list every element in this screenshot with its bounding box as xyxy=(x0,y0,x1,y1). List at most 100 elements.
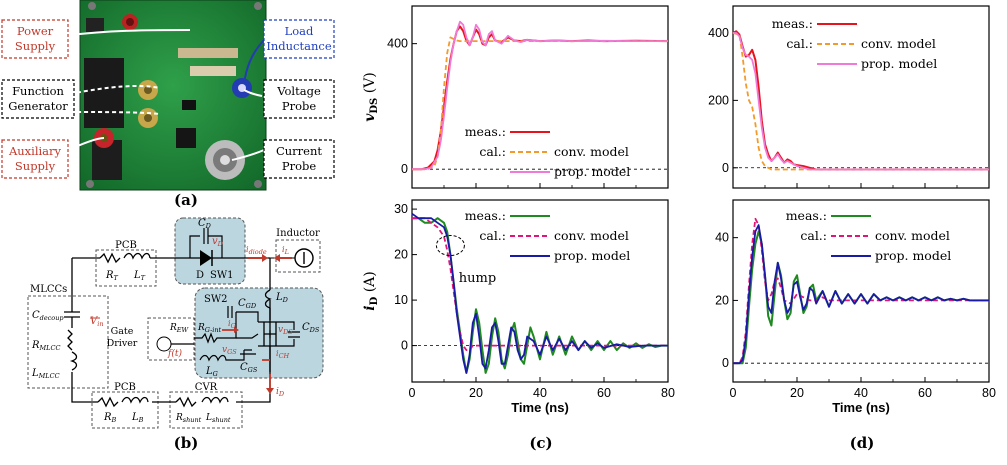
r-ew-label: REW xyxy=(169,323,190,334)
power-connector xyxy=(86,18,104,32)
i-g-label: iG xyxy=(228,319,236,330)
id-turnon-legend-tag: conv. model xyxy=(875,228,950,243)
r-g-int-label: RG-int xyxy=(197,323,222,334)
c-decoup-label: Cdecoup xyxy=(32,310,64,322)
r-t-label: RT xyxy=(105,270,119,282)
r-b-label: RB xyxy=(103,412,117,424)
hump-label: hump xyxy=(459,271,496,286)
id-turnon-series-prop xyxy=(733,224,989,365)
id-turnon-legend-label: meas.: xyxy=(786,208,827,223)
id-turnoff-xlabel: Time (ns) xyxy=(511,400,569,415)
id-turnoff-series-prop xyxy=(411,212,668,374)
current-probe-box xyxy=(263,139,335,179)
id-turnoff-legend-tag: conv. model xyxy=(554,228,629,243)
load-inductance-label-line: Load xyxy=(285,24,314,38)
v-ds-label: vDS xyxy=(278,325,293,336)
vds-turnon-legend-tag: prop. model xyxy=(861,56,937,71)
sw1-region xyxy=(174,217,246,285)
vds-turnon-legend-label: cal.: xyxy=(786,36,813,51)
black-component xyxy=(84,58,124,128)
id-turnon-frame xyxy=(732,199,990,383)
function-generator-label-line: Function xyxy=(12,84,64,98)
mlccs-label: MLCCs xyxy=(30,284,67,295)
i-l-label: iL xyxy=(282,245,289,256)
id-turnon-ytick-label: 20 xyxy=(715,293,729,307)
id-turnon-xtick-label: 60 xyxy=(918,386,932,400)
cvr-box xyxy=(169,391,243,429)
auxiliary-supply-label-line: Auxiliary xyxy=(8,144,62,158)
panel-c-caption: (c) xyxy=(529,434,552,452)
id-turnoff-ytick-label: 0 xyxy=(401,339,408,353)
l-b-label: LB xyxy=(131,412,144,424)
load-inductance-label-line: Inductance xyxy=(266,39,331,53)
l-t-label: LT xyxy=(133,270,146,282)
inductor-label: Inductor xyxy=(276,228,320,239)
id-turnoff-legend-tag: prop. model xyxy=(554,248,630,263)
id-turnoff-plot: 0 10 20 30 0 20 40 60 80 meas.: cal.: conv. model pr… xyxy=(362,199,675,415)
vds-turnon-ytick-label: 400 xyxy=(708,26,729,40)
id-turnoff-ylabel: iD (A) xyxy=(362,271,380,310)
id-turnoff-ytick-label: 20 xyxy=(394,248,408,262)
id-turnoff-series-cal xyxy=(412,217,668,351)
hump-ellipse xyxy=(435,235,465,256)
function-generator-box xyxy=(1,79,75,119)
pcb-bottom-box xyxy=(91,391,159,429)
pcb-top-label: PCB xyxy=(115,240,137,251)
vds-turnoff-plot: 0 400 meas.: cal.: conv. model prop. model vDS… xyxy=(362,5,669,189)
panel-b-caption: (b) xyxy=(174,434,199,452)
sw1-label: SW1 xyxy=(210,270,234,281)
vds-turnoff-series-prop xyxy=(412,20,668,171)
r-mlcc-label: RMLCC xyxy=(31,340,60,352)
id-turnoff-xtick-label: 20 xyxy=(469,386,483,400)
i-ch-label: iCH xyxy=(276,349,290,360)
id-turnoff-xtick-label: 80 xyxy=(661,386,675,400)
vds-turnon-legend-tag: conv. model xyxy=(861,36,936,51)
diode-label: D xyxy=(196,270,204,281)
vds-turnoff-legend-label: meas.: xyxy=(465,124,506,139)
power-supply-label-line: Supply xyxy=(15,39,56,53)
mlcc-box xyxy=(27,295,109,389)
id-turnon-xtick-label: 80 xyxy=(982,386,996,400)
id-turnon-xtick-label: 40 xyxy=(854,386,868,400)
voltage-probe-label-line: Voltage xyxy=(276,84,321,98)
r-shunt-label: Rshunt xyxy=(175,413,202,424)
vds-turnoff-ytick-label: 400 xyxy=(387,37,408,51)
gate-driver-label: Driver xyxy=(107,338,138,349)
id-turnoff-ytick-label: 10 xyxy=(394,293,408,307)
vds-turnon-ytick-label: 200 xyxy=(708,93,729,107)
panel-b-circuit: MLCCs Cdecoup Vin RMLCC LMLCC PCB RT LT PCB RB LB C… xyxy=(27,217,324,452)
v-in-label: Vin xyxy=(90,316,104,328)
id-turnon-xtick-label: 20 xyxy=(790,386,804,400)
pcb-top-box xyxy=(95,249,157,287)
load-inductance-box xyxy=(263,19,335,59)
current-probe-label-line: Probe xyxy=(282,159,317,173)
voltage-probe-box xyxy=(263,79,335,119)
power-supply-box xyxy=(1,19,69,59)
id-turnon-xlabel: Time (ns) xyxy=(832,400,890,415)
vds-turnon-series-prop xyxy=(733,32,989,171)
id-turnoff-xtick-label: 60 xyxy=(597,386,611,400)
vds-turnoff-ytick-label: 0 xyxy=(401,162,408,176)
v-gs-label: vGS xyxy=(222,345,237,356)
gate-driver-label: Gate xyxy=(111,326,134,337)
vds-turnoff-frame xyxy=(411,5,669,189)
l-shunt-label: Lshunt xyxy=(205,413,231,424)
v-d-label: vD xyxy=(212,236,224,248)
sw2-region xyxy=(194,287,324,379)
current-probe-label-line: Current xyxy=(276,144,322,158)
id-turnoff-ytick-label: 30 xyxy=(394,202,408,216)
id-turnon-ytick-label: 0 xyxy=(722,356,729,370)
i-d-label: iD xyxy=(276,387,285,398)
id-turnon-legend-label: cal.: xyxy=(800,228,827,243)
vds-turnoff-legend-label: cal.: xyxy=(479,144,506,159)
id-turnoff-xtick-label: 40 xyxy=(533,386,547,400)
vds-turnon-ytick-label: 0 xyxy=(722,161,729,175)
gate-driver-box xyxy=(147,317,195,361)
power-supply-label-line: Power xyxy=(17,24,54,38)
id-turnon-series-cal xyxy=(733,217,989,365)
function-generator-label-line: Generator xyxy=(8,99,68,113)
id-turnoff-xtick-label: 0 xyxy=(409,386,416,400)
cvr-label: CVR xyxy=(195,382,218,393)
auxiliary-supply-box xyxy=(1,139,69,179)
